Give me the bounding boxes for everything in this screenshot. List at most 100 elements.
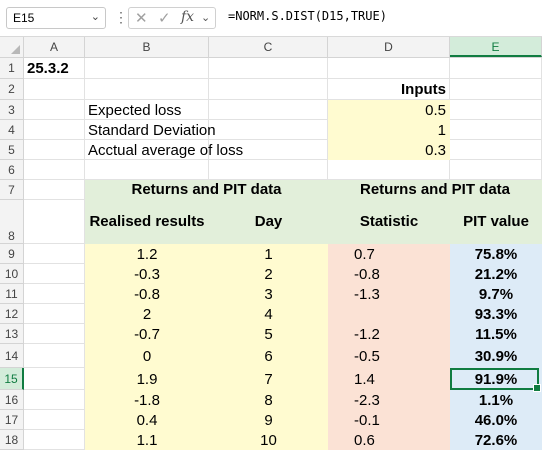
pit-cell[interactable]: 30.9% <box>450 344 542 368</box>
grid-cell[interactable] <box>24 344 85 368</box>
cancel-icon[interactable]: ✕ <box>135 10 148 27</box>
active-cell-e15[interactable] <box>450 368 541 392</box>
input-value-cell[interactable]: 1 <box>328 120 450 140</box>
grid-cell[interactable] <box>450 120 542 140</box>
pit-cell[interactable]: 75.8% <box>450 244 542 264</box>
pit-cell[interactable]: 72.6% <box>450 430 542 450</box>
day-cell[interactable]: 1 <box>209 244 328 264</box>
input-label-cell[interactable]: Expected loss <box>88 101 182 119</box>
day-cell[interactable]: 8 <box>209 390 328 410</box>
row-header-2[interactable]: 2 <box>0 79 24 100</box>
statistic-cell[interactable]: -1.2 <box>328 324 450 344</box>
row-header-11[interactable]: 11 <box>0 284 24 304</box>
grid-cell[interactable] <box>450 58 542 79</box>
row-header-13[interactable]: 13 <box>0 324 24 344</box>
realised-cell[interactable]: 1.9 <box>85 368 209 390</box>
grid-cell[interactable] <box>24 304 85 324</box>
day-cell[interactable]: 9 <box>209 410 328 430</box>
grid-cell[interactable] <box>24 180 85 200</box>
realised-cell[interactable]: 2 <box>85 304 209 324</box>
sheet-title-cell[interactable]: 25.3.2 <box>27 60 69 77</box>
chevron-down-icon[interactable]: ⌄ <box>90 11 100 23</box>
pit-cell[interactable]: 9.7% <box>450 284 542 304</box>
more-options-icon[interactable]: ⋮ <box>114 9 128 25</box>
grid-cell[interactable] <box>24 79 85 100</box>
statistic-cell[interactable] <box>328 304 450 324</box>
grid-cell[interactable] <box>450 140 542 160</box>
day-cell[interactable]: 5 <box>209 324 328 344</box>
realised-cell[interactable]: -1.8 <box>85 390 209 410</box>
row-header-1[interactable]: 1 <box>0 58 24 79</box>
column-title-pit[interactable]: PIT value <box>450 200 542 244</box>
grid-cell[interactable] <box>209 79 328 100</box>
row-header-17[interactable]: 17 <box>0 410 24 430</box>
pit-cell[interactable]: 1.1% <box>450 390 542 410</box>
statistic-cell[interactable]: 1.4 <box>328 368 450 390</box>
day-cell[interactable]: 4 <box>209 304 328 324</box>
row-header-3[interactable]: 3 <box>0 100 24 120</box>
grid-cell[interactable] <box>24 430 85 450</box>
row-header-9[interactable]: 9 <box>0 244 24 264</box>
statistic-cell[interactable]: -1.3 <box>328 284 450 304</box>
grid-cell[interactable] <box>24 368 85 390</box>
check-icon[interactable]: ✓ <box>158 10 171 27</box>
pit-cell[interactable]: 11.5% <box>450 324 542 344</box>
statistic-cell[interactable]: -0.5 <box>328 344 450 368</box>
realised-cell[interactable]: 0.4 <box>85 410 209 430</box>
realised-cell[interactable]: -0.7 <box>85 324 209 344</box>
day-cell[interactable]: 3 <box>209 284 328 304</box>
grid-cell[interactable] <box>450 160 542 180</box>
row-header-15[interactable]: 15 <box>0 368 24 390</box>
grid-cell[interactable] <box>209 140 328 160</box>
fill-handle[interactable] <box>533 384 541 392</box>
grid-cell[interactable] <box>85 140 209 160</box>
grid-cell[interactable] <box>24 140 85 160</box>
grid-cell[interactable] <box>24 100 85 120</box>
select-all-button[interactable] <box>0 37 24 57</box>
grid-cell[interactable] <box>24 284 85 304</box>
grid-cell[interactable] <box>24 324 85 344</box>
column-title-realised[interactable]: Realised results <box>85 200 209 244</box>
grid-cell[interactable] <box>450 79 542 100</box>
row-header-4[interactable]: 4 <box>0 120 24 140</box>
group-header-right[interactable]: Returns and PIT data <box>328 180 542 200</box>
column-title-day[interactable]: Day <box>209 200 328 244</box>
row-header-5[interactable]: 5 <box>0 140 24 160</box>
pit-cell[interactable]: 93.3% <box>450 304 542 324</box>
grid-cell[interactable] <box>24 58 85 79</box>
grid-cell[interactable] <box>328 160 450 180</box>
row-header-10[interactable]: 10 <box>0 264 24 284</box>
grid-cell[interactable] <box>85 58 209 79</box>
statistic-cell[interactable]: 0.6 <box>328 430 450 450</box>
grid-cell[interactable] <box>209 100 328 120</box>
statistic-cell[interactable]: -0.8 <box>328 264 450 284</box>
grid-cell[interactable] <box>24 160 85 180</box>
row-header-6[interactable]: 6 <box>0 160 24 180</box>
grid-cell[interactable] <box>328 58 450 79</box>
column-header-b[interactable]: B <box>85 37 209 57</box>
column-header-a[interactable]: A <box>24 37 85 57</box>
statistic-cell[interactable]: -2.3 <box>328 390 450 410</box>
grid-cell[interactable] <box>24 120 85 140</box>
name-box[interactable]: E15 ⌄ <box>6 7 106 29</box>
grid-cell[interactable] <box>24 244 85 264</box>
column-header-c[interactable]: C <box>209 37 328 57</box>
day-cell[interactable]: 7 <box>209 368 328 390</box>
pit-cell[interactable]: 91.9% <box>450 368 542 390</box>
grid-cell[interactable] <box>85 120 209 140</box>
realised-cell[interactable]: -0.3 <box>85 264 209 284</box>
pit-cell[interactable]: 46.0% <box>450 410 542 430</box>
row-header-8[interactable]: 8 <box>0 200 24 244</box>
formula-input[interactable]: =NORM.S.DIST(D15,TRUE) <box>228 9 387 23</box>
input-label-cell[interactable]: Acctual average of loss <box>88 141 244 159</box>
grid-cell[interactable] <box>24 200 85 244</box>
inputs-header-cell[interactable]: Inputs <box>401 81 446 98</box>
statistic-cell[interactable]: 0.7 <box>328 244 450 264</box>
realised-cell[interactable]: 1.1 <box>85 430 209 450</box>
statistic-cell[interactable]: -0.1 <box>328 410 450 430</box>
group-header-left[interactable]: Returns and PIT data <box>85 180 328 200</box>
input-value-cell[interactable]: 0.5 <box>328 100 450 120</box>
grid-cell[interactable] <box>209 120 328 140</box>
row-header-16[interactable]: 16 <box>0 390 24 410</box>
column-title-statistic[interactable]: Statistic <box>328 200 450 244</box>
